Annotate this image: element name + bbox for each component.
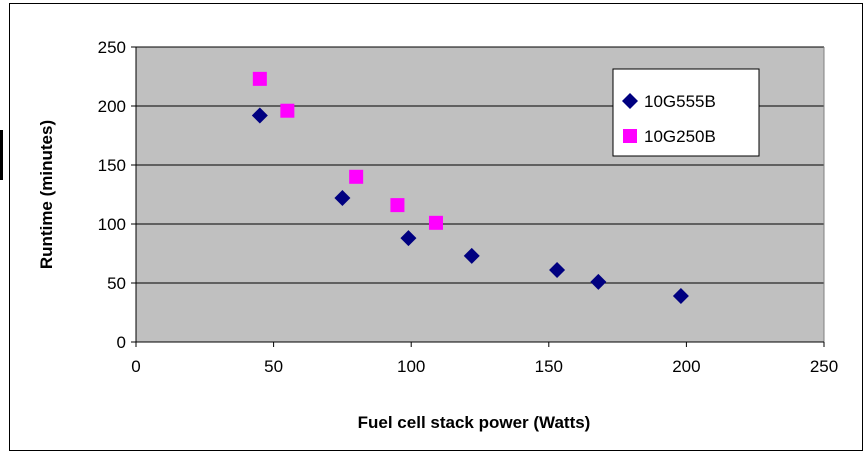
legend-marker-10G555B [622,93,638,109]
y-tick-label: 150 [98,156,126,175]
y-tick-label: 100 [98,215,126,234]
x-tick-label: 100 [397,357,425,376]
tick-labels: 0 50 100 150 200 250 0 50 100 150 200 250 [98,38,839,376]
data-point-10G250B-4 [428,215,443,230]
x-tick-label: 200 [672,357,700,376]
legend-marker-10G250B [623,129,637,143]
x-axis-title: Fuel cell stack power (Watts) [358,413,591,432]
data-point-10G250B-1 [280,103,295,118]
legend-box [612,68,760,157]
y-tick-label: 200 [98,97,126,116]
legend-label-10G250B: 10G250B [644,127,716,146]
data-point-10G250B-0 [252,71,267,86]
y-tick-label: 0 [117,333,126,352]
x-tick-label: 0 [131,357,140,376]
x-tick-label: 150 [535,357,563,376]
y-tick-label: 50 [107,274,126,293]
data-point-10G555B-5 [590,273,607,290]
data-point-10G555B-2 [400,230,417,247]
data-point-10G555B-6 [672,287,689,304]
data-point-10G555B-0 [251,107,268,124]
legend: 10G555B 10G250B [612,68,760,157]
data-point-10G555B-4 [549,262,566,279]
x-tick-label: 50 [264,357,283,376]
data-points [251,71,689,304]
axes [131,46,825,347]
left-edge-mark [0,130,3,180]
data-point-10G250B-2 [349,169,364,184]
x-tick-label: 250 [810,357,838,376]
grid-lines [136,46,825,342]
data-point-10G555B-1 [334,190,351,207]
data-point-10G250B-3 [390,198,405,213]
legend-label-10G555B: 10G555B [644,92,716,111]
data-point-10G555B-3 [463,247,480,264]
y-axis-title: Runtime (minutes) [37,120,56,269]
y-tick-label: 250 [98,38,126,57]
